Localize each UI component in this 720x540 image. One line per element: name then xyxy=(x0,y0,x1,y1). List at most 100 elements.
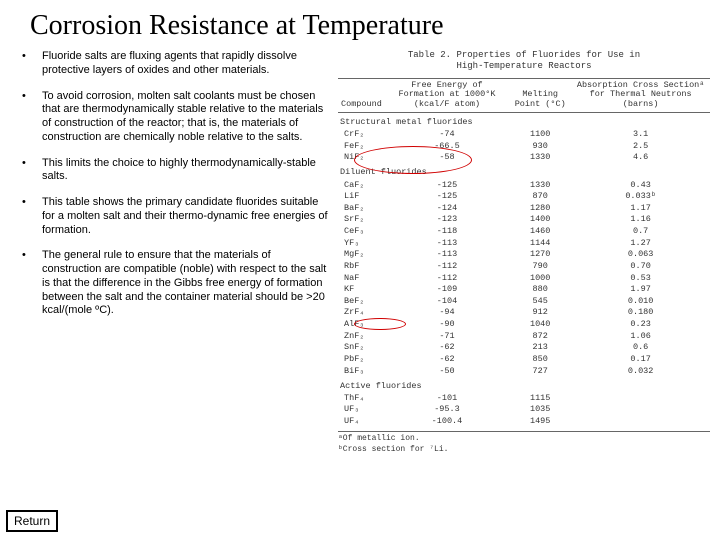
table-cell: 4.6 xyxy=(571,152,710,164)
table-cell: 0.17 xyxy=(571,353,710,365)
table-cell: LiF xyxy=(338,191,385,203)
table-row: PbF₂-628500.17 xyxy=(338,353,710,365)
table-cell: CrF₂ xyxy=(338,129,385,141)
table-row: UF₄-100.41495 xyxy=(338,416,710,428)
table-cell: 0.23 xyxy=(571,319,710,331)
table-row: MgF₂-11312700.063 xyxy=(338,249,710,261)
table-row: UF₃-95.31035 xyxy=(338,404,710,416)
table-row: SrF₂-12314001.16 xyxy=(338,214,710,226)
table-section-label: Structural metal fluorides xyxy=(338,112,710,128)
bullet-marker: • xyxy=(20,196,42,237)
list-item: • This table shows the primary candidate… xyxy=(20,196,330,237)
bullet-text: Fluoride salts are fluxing agents that r… xyxy=(42,50,330,78)
table-cell: NaF xyxy=(338,272,385,284)
col-compound: Compound xyxy=(338,78,385,112)
table-row: BeF₂-1045450.010 xyxy=(338,295,710,307)
table-row: ZrF₄-949120.180 xyxy=(338,307,710,319)
table-cell: ZrF₄ xyxy=(338,307,385,319)
table-cell: 727 xyxy=(509,365,571,377)
caption-line: High-Temperature Reactors xyxy=(456,61,591,71)
table-row: RbF-1127900.70 xyxy=(338,260,710,272)
table-row: SnF₂-622130.6 xyxy=(338,342,710,354)
table-cell: PbF₂ xyxy=(338,353,385,365)
table-cell: 0.43 xyxy=(571,179,710,191)
table-cell: 0.70 xyxy=(571,260,710,272)
table-cell: 1270 xyxy=(509,249,571,261)
list-item: • Fluoride salts are fluxing agents that… xyxy=(20,50,330,78)
footnote-line: ᵃOf metallic ion. xyxy=(338,434,710,444)
bullet-marker: • xyxy=(20,50,42,78)
table-cell: -112 xyxy=(385,260,509,272)
table-cell: 1495 xyxy=(509,416,571,428)
table-footnotes: ᵃOf metallic ion. ᵇCross section for ⁷Li… xyxy=(338,431,710,455)
table-cell: -94 xyxy=(385,307,509,319)
table-cell: -123 xyxy=(385,214,509,226)
table-cell: 0.010 xyxy=(571,295,710,307)
table-cell: 870 xyxy=(509,191,571,203)
table-cell: 1.97 xyxy=(571,284,710,296)
table-cell: -74 xyxy=(385,129,509,141)
table-cell: -66.5 xyxy=(385,140,509,152)
table-cell: -101 xyxy=(385,392,509,404)
table-cell: 1144 xyxy=(509,237,571,249)
bullet-column: • Fluoride salts are fluxing agents that… xyxy=(20,50,330,455)
table-cell: 880 xyxy=(509,284,571,296)
table-cell: 1.17 xyxy=(571,202,710,214)
table-cell: 1400 xyxy=(509,214,571,226)
table-cell: BeF₂ xyxy=(338,295,385,307)
table-row: YF₃-11311441.27 xyxy=(338,237,710,249)
table-cell: FeF₂ xyxy=(338,140,385,152)
table-row: NaF-11210000.53 xyxy=(338,272,710,284)
table-cell: -71 xyxy=(385,330,509,342)
table-cell: MgF₂ xyxy=(338,249,385,261)
bullet-marker: • xyxy=(20,157,42,185)
table-cell: 0.180 xyxy=(571,307,710,319)
table-cell: 0.032 xyxy=(571,365,710,377)
table-cell: -112 xyxy=(385,272,509,284)
table-cell: 790 xyxy=(509,260,571,272)
caption-line: Table 2. Properties of Fluorides for Use… xyxy=(408,50,640,60)
table-header-row: Compound Free Energy of Formation at 100… xyxy=(338,78,710,112)
table-cell: 213 xyxy=(509,342,571,354)
table-cell: RbF xyxy=(338,260,385,272)
table-cell: 1000 xyxy=(509,272,571,284)
content-columns: • Fluoride salts are fluxing agents that… xyxy=(0,50,720,455)
table-cell: 3.1 xyxy=(571,129,710,141)
table-cell: SrF₂ xyxy=(338,214,385,226)
table-cell: 1.16 xyxy=(571,214,710,226)
table-cell: UF₄ xyxy=(338,416,385,428)
table-cell: 930 xyxy=(509,140,571,152)
table-cell xyxy=(571,404,710,416)
table-row: CeF₃-11814600.7 xyxy=(338,226,710,238)
table-row: AlF₃-9010400.23 xyxy=(338,319,710,331)
table-cell: KF xyxy=(338,284,385,296)
table-cell: 872 xyxy=(509,330,571,342)
col-free-energy: Free Energy of Formation at 1000°K (kcal… xyxy=(385,78,509,112)
table-row: NiF₂-5813304.6 xyxy=(338,152,710,164)
table-row: CaF₂-12513300.43 xyxy=(338,179,710,191)
table-cell: 0.6 xyxy=(571,342,710,354)
table-cell: 1.27 xyxy=(571,237,710,249)
return-button[interactable]: Return xyxy=(6,510,58,532)
table-row: ThF₄-1011115 xyxy=(338,392,710,404)
bullet-text: This table shows the primary candidate f… xyxy=(42,196,330,237)
table-cell: CaF₂ xyxy=(338,179,385,191)
list-item: • This limits the choice to highly therm… xyxy=(20,157,330,185)
table-body: Structural metal fluoridesCrF₂-7411003.1… xyxy=(338,112,710,427)
table-cell: 2.5 xyxy=(571,140,710,152)
col-absorption: Absorption Cross Sectionᵃ for Thermal Ne… xyxy=(571,78,710,112)
table-cell: 1330 xyxy=(509,152,571,164)
table-row: BiF₃-507270.032 xyxy=(338,365,710,377)
table-cell: 1040 xyxy=(509,319,571,331)
table-cell: 912 xyxy=(509,307,571,319)
table-caption: Table 2. Properties of Fluorides for Use… xyxy=(338,50,710,72)
table-cell: AlF₃ xyxy=(338,319,385,331)
table-cell: 1460 xyxy=(509,226,571,238)
table-cell: 545 xyxy=(509,295,571,307)
table-cell: 0.033ᵇ xyxy=(571,191,710,203)
table-cell: -90 xyxy=(385,319,509,331)
table-row: CrF₂-7411003.1 xyxy=(338,129,710,141)
table-cell: 1115 xyxy=(509,392,571,404)
bullet-text: This limits the choice to highly thermod… xyxy=(42,157,330,185)
table-cell: -113 xyxy=(385,249,509,261)
